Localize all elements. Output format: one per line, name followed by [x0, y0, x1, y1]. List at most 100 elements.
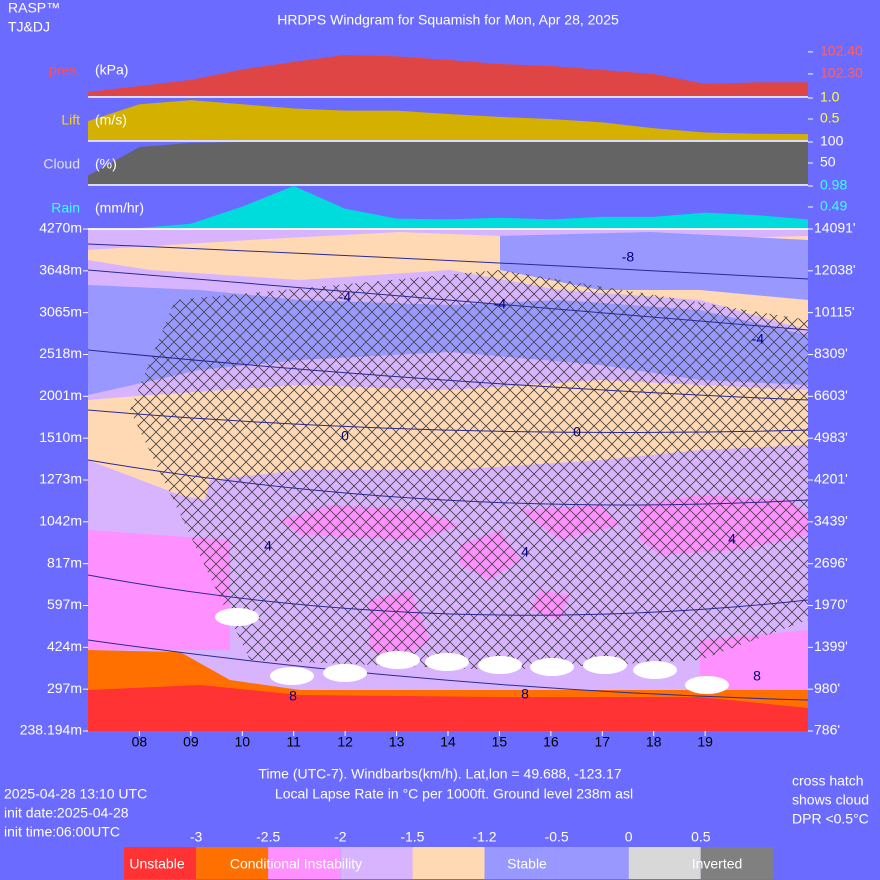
cloud	[583, 656, 627, 674]
y-tick-label: 4270m	[39, 220, 82, 236]
y-tick-label: 424m	[47, 638, 82, 654]
note: DPR <0.5°C	[792, 811, 869, 827]
panel-unit: (%)	[95, 156, 117, 172]
note: shows cloud	[792, 792, 869, 808]
legend-tick-label: -1.2	[472, 829, 496, 845]
contour-label: 8	[753, 668, 761, 684]
y-tick-label: 1510m	[39, 429, 82, 445]
x-tick-label: 08	[132, 734, 148, 750]
y-tick-label: 0.98	[820, 177, 847, 193]
legend-swatch	[340, 847, 413, 879]
legend-tick-label: -0.5	[545, 829, 569, 845]
y2-tick-label: 2696'	[814, 554, 848, 570]
stability-region	[88, 530, 230, 650]
legend-swatch	[700, 847, 773, 879]
legend-name: Unstable	[129, 856, 184, 872]
y2-tick-label: 10115'	[814, 303, 855, 319]
y-tick-label: 0.49	[820, 198, 847, 214]
y-tick-label: 597m	[47, 596, 82, 612]
contour-label: 8	[289, 688, 297, 704]
x-tick-label: 12	[337, 734, 353, 750]
contour-line	[87, 349, 809, 401]
y-tick-label: 50	[820, 154, 836, 170]
legend-tick-label: -1.5	[400, 829, 424, 845]
legend-tick-label: -2	[334, 829, 347, 845]
y-tick-label: 2001m	[39, 387, 82, 403]
init-date: init date:2025-04-28	[4, 805, 129, 821]
x-tick-label: 11	[286, 734, 301, 750]
stability-region	[88, 685, 808, 731]
legend-tick-label: -2.5	[256, 829, 280, 845]
cloud	[425, 653, 469, 671]
y-tick-label: 3065m	[39, 303, 82, 319]
x-tick-label: 09	[183, 734, 199, 750]
contour-label: -4	[339, 289, 352, 305]
cloud	[633, 661, 677, 679]
area	[88, 100, 808, 140]
contour-line	[87, 269, 809, 331]
legend-swatch	[196, 847, 269, 879]
contour-label: 4	[728, 531, 736, 547]
x-tick-label: 10	[234, 734, 250, 750]
y-tick-label: 1.0	[820, 89, 840, 105]
x-tick-label: 19	[697, 734, 713, 750]
contour-label: 0	[341, 428, 349, 444]
cloud	[478, 656, 522, 674]
x-tick-label: 17	[594, 734, 610, 750]
contour-line	[87, 459, 809, 506]
brand: RASP™	[8, 0, 60, 16]
panel-label: pres.	[49, 62, 80, 78]
contour-label: -4	[494, 296, 507, 312]
init-time: init time:06:00UTC	[4, 824, 120, 840]
x-tick-label: 16	[543, 734, 559, 750]
x-tick-label: 18	[646, 734, 662, 750]
panel-unit: (mm/hr)	[95, 200, 144, 216]
legend-tick-label: 0	[625, 829, 633, 845]
contour-line	[87, 574, 809, 616]
y2-tick-label: 8309'	[814, 345, 848, 361]
y-tick-label: 102.40	[820, 43, 863, 59]
y2-tick-label: 1399'	[814, 638, 848, 654]
y2-tick-label: 4201'	[814, 471, 848, 487]
chart-title: HRDPS Windgram for Squamish for Mon, Apr…	[277, 12, 619, 28]
y2-tick-label: 4983'	[814, 429, 848, 445]
cloud	[376, 651, 420, 669]
cloud	[215, 608, 259, 626]
contour-line	[87, 409, 809, 433]
x-axis-label: Time (UTC-7). Windbarbs(km/h). Lat,lon =…	[258, 766, 621, 782]
y2-tick-label: 3439'	[814, 513, 848, 529]
legend-swatch	[412, 847, 485, 879]
panel-unit: (m/s)	[95, 112, 127, 128]
y2-tick-label: 12038'	[814, 262, 856, 278]
legend-name: Conditional Instability	[230, 856, 362, 872]
y2-tick-label: 980'	[814, 680, 840, 696]
x-tick-label: 13	[389, 734, 405, 750]
area	[88, 55, 808, 96]
panel-label: Cloud	[43, 156, 80, 172]
x-tick-label: 14	[440, 734, 456, 750]
cloud	[323, 664, 367, 682]
contour-line	[87, 639, 809, 701]
legend-tick-label: -3	[190, 829, 203, 845]
area	[88, 186, 808, 228]
y-tick-label: 297m	[47, 680, 82, 696]
y2-tick-label: 786'	[814, 722, 840, 738]
panel-unit: (kPa)	[95, 62, 128, 78]
y-tick-label: 238.194m	[20, 722, 82, 738]
subtitle: Local Lapse Rate in °C per 1000ft. Groun…	[275, 786, 633, 802]
y-tick-label: 0.5	[820, 110, 840, 126]
authors: TJ&DJ	[8, 19, 50, 35]
contour-label: 4	[521, 544, 529, 560]
cloud	[530, 658, 574, 676]
legend-swatch	[484, 847, 557, 879]
y-tick-label: 2518m	[39, 345, 82, 361]
cloud	[270, 667, 314, 685]
cloud	[685, 676, 729, 694]
y-tick-label: 100	[820, 133, 844, 149]
contour-label: 4	[264, 538, 272, 554]
panel-label: Lift	[61, 112, 80, 128]
area	[88, 142, 808, 184]
contour-label: 8	[521, 686, 529, 702]
legend-tick-label: 0.5	[691, 829, 711, 845]
